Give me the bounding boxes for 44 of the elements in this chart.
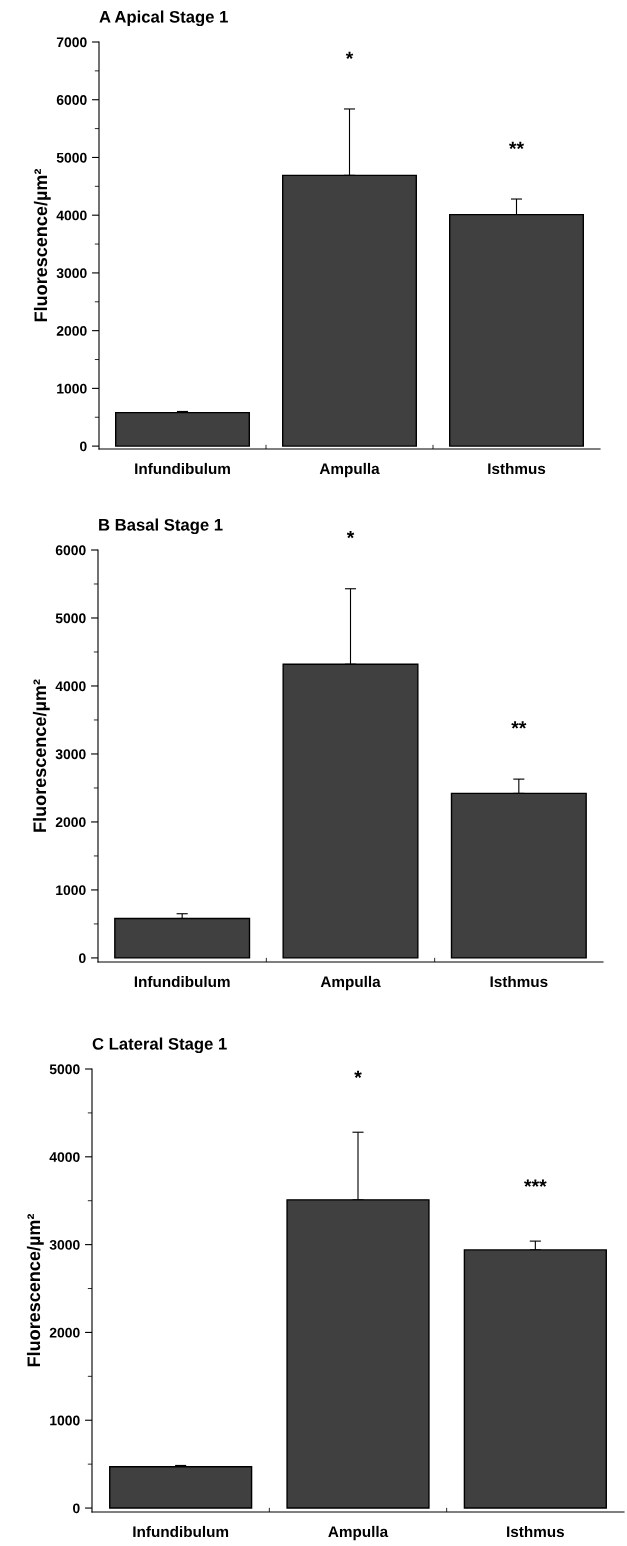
x-tick-label: Isthmus [488, 462, 546, 475]
x-tick-label: Ampulla [319, 462, 380, 478]
y-tick-label: 1000 [57, 383, 87, 394]
y-axis-title: Fluorescence/µm² [26, 1213, 44, 1367]
y-tick-label: 1000 [50, 1415, 80, 1426]
x-tick-label: Ampulla [328, 1525, 389, 1541]
y-tick-label: 7000 [56, 37, 87, 48]
chart-title: C Lateral Stage 1 [92, 1037, 227, 1054]
annotation: *** [524, 1179, 547, 1187]
x-tick-label: Ampulla [320, 975, 381, 991]
bar [114, 917, 251, 959]
y-tick-label: 0 [73, 1503, 80, 1514]
y-tick-label: 0 [80, 441, 87, 452]
y-tick-label: 3000 [56, 268, 87, 279]
y-tick-label: 4000 [56, 210, 87, 221]
y-tick-label: 0 [79, 953, 86, 964]
annotation: * [354, 1070, 362, 1078]
y-tick-label: 4000 [55, 681, 86, 692]
y-tick-label: 5000 [56, 152, 87, 163]
x-tick-label: Infundibulum [134, 975, 230, 988]
x-tick-label: Infundibulum [133, 1525, 229, 1538]
annotation: ** [511, 721, 527, 729]
y-tick-label: 6000 [56, 95, 87, 105]
y-tick-label: 2000 [55, 817, 86, 828]
y-tick-label: 3000 [55, 749, 86, 760]
x-tick-label: Isthmus [490, 975, 548, 988]
annotation: * [345, 51, 354, 60]
text: * [346, 530, 355, 539]
x-tick-label: Isthmus [507, 1525, 564, 1538]
y-axis-title: Fluorescence/µm² [33, 168, 51, 322]
y-tick-label: 5000 [55, 613, 86, 624]
y-tick-label: 2000 [56, 325, 87, 336]
chart-title: B Basal Stage 1 [99, 518, 223, 535]
bar [109, 1466, 253, 1509]
x-tick-label: Infundibulum [135, 462, 230, 475]
y-tick-label: 5000 [49, 1064, 80, 1075]
y-tick-label: 1000 [56, 885, 86, 896]
chart-title: A Apical Stage 1 [99, 10, 228, 27]
y-tick-label: 4000 [49, 1152, 80, 1162]
y-tick-label: 6000 [55, 545, 86, 556]
y-tick-label: 3000 [49, 1239, 80, 1250]
y-axis-title: Fluorescence/µm² [32, 679, 50, 832]
annotation: ** [508, 141, 525, 150]
y-tick-label: 2000 [49, 1327, 80, 1338]
